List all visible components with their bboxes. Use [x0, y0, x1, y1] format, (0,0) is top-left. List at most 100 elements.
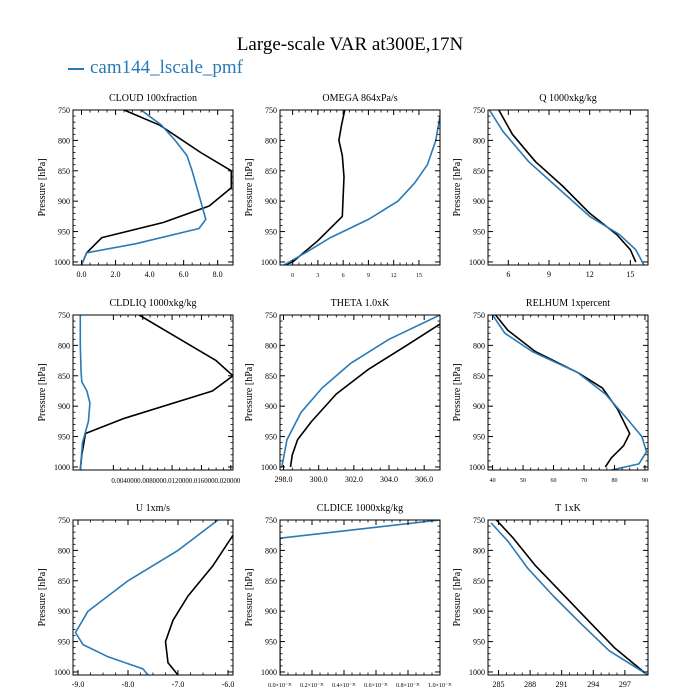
y-tick-label: 800: [265, 136, 277, 145]
panel-title: CLOUD 100xfraction: [109, 93, 197, 104]
series-line: [488, 110, 645, 265]
y-tick-label: 1000: [261, 668, 277, 677]
x-tick-label: 291: [556, 680, 568, 689]
chart-panel: CLDLIQ 1000xkg/kg Pressure [hPa] 750 800 850…: [37, 298, 241, 485]
chart-panel: CLDICE 1000xkg/kg Pressure [hPa] 750 800 850…: [244, 503, 452, 689]
y-tick-label: 800: [265, 546, 277, 555]
chart-panel: Q 1000xkg/kg Pressure [hPa] 750 800 850 900 95…: [452, 93, 649, 279]
x-tick-label: 285: [493, 680, 505, 689]
x-tick-label: 0: [291, 273, 294, 279]
y-tick-label: 750: [473, 311, 485, 320]
x-tick-label: 298.0: [275, 475, 293, 484]
x-tick-label: 0.6×10⁻³¹: [364, 683, 388, 689]
chart-panel: T 1xK Pressure [hPa] 750 800 850 900 950 1000 28…: [452, 503, 649, 689]
y-tick-label: 950: [58, 433, 70, 442]
y-tick-label: 900: [265, 607, 277, 616]
x-tick-label: -8.0: [122, 680, 135, 689]
x-tick-label: 12: [391, 273, 397, 279]
panel-title: THETA 1.0xK: [331, 298, 390, 309]
series-line: [283, 115, 440, 265]
y-tick-label: 750: [473, 516, 485, 525]
y-tick-label: 1000: [54, 258, 70, 267]
x-tick-label: 0.8×10⁻³¹: [396, 683, 420, 689]
plot-frame: [487, 109, 649, 266]
y-tick-label: 850: [473, 577, 485, 586]
y-tick-label: 850: [58, 372, 70, 381]
plot-frame: [72, 109, 234, 266]
plot-frame: [487, 314, 649, 471]
y-tick-label: 800: [58, 341, 70, 350]
series-line: [280, 520, 440, 675]
plot-frame: [279, 109, 441, 266]
chart-panel: U 1xm/s Pressure [hPa] 750 800 850 900 950 1000…: [37, 503, 234, 689]
x-tick-label: 0.0×10⁻³¹: [268, 683, 292, 689]
x-tick-label: 1.0×10⁻³¹: [428, 683, 452, 689]
x-tick-label: 2.0: [111, 270, 121, 279]
y-tick-label: 800: [265, 341, 277, 350]
x-tick-label: -6.0: [222, 680, 235, 689]
y-tick-label: 950: [473, 433, 485, 442]
x-tick-label: 8.0: [213, 270, 223, 279]
series-line: [494, 315, 631, 468]
y-tick-label: 800: [58, 136, 70, 145]
panel-title: CLDLIQ 1000xkg/kg: [110, 298, 197, 309]
plot-frame: [487, 519, 649, 676]
y-tick-label: 850: [58, 167, 70, 176]
y-tick-label: 850: [265, 577, 277, 586]
x-tick-label: 80: [611, 478, 617, 484]
y-tick-label: 900: [473, 197, 485, 206]
y-tick-label: 900: [473, 607, 485, 616]
chart-panel: RELHUM 1xpercent Pressure [hPa] 750 800 850 9…: [452, 298, 649, 484]
series-line: [74, 520, 219, 675]
x-tick-label: 4.0: [145, 270, 155, 279]
panel-title: T 1xK: [555, 503, 581, 514]
series-line: [495, 520, 645, 673]
plot-frame: [72, 314, 234, 471]
y-tick-label: 950: [265, 228, 277, 237]
x-tick-label: 297: [619, 680, 631, 689]
panel-title: RELHUM 1xpercent: [526, 298, 610, 309]
x-tick-label: 9: [547, 270, 551, 279]
y-tick-label: 900: [58, 607, 70, 616]
x-tick-label: 6: [506, 270, 510, 279]
y-tick-label: 800: [58, 546, 70, 555]
y-tick-label: 950: [265, 433, 277, 442]
x-tick-label: 3: [316, 273, 319, 279]
x-tick-label: 288: [524, 680, 536, 689]
x-tick-label: 0.0: [77, 270, 87, 279]
x-tick-label: 6.0: [179, 270, 189, 279]
y-tick-label: 800: [473, 546, 485, 555]
x-tick-label: 294: [587, 680, 599, 689]
legend-line-icon: [68, 67, 84, 70]
series-line: [164, 534, 233, 675]
x-tick-label: 306.0: [415, 475, 433, 484]
y-tick-label: 850: [265, 372, 277, 381]
legend-label: cam144_lscale_pmf: [90, 57, 244, 78]
y-tick-label: 950: [58, 638, 70, 647]
x-tick-label: 9: [367, 273, 370, 279]
y-axis-label: Pressure [hPa]: [452, 568, 463, 626]
y-tick-label: 950: [473, 638, 485, 647]
y-tick-label: 850: [58, 577, 70, 586]
y-tick-label: 750: [265, 516, 277, 525]
panel-title: U 1xm/s: [136, 503, 170, 514]
series-line: [281, 315, 440, 468]
y-tick-label: 1000: [261, 258, 277, 267]
y-tick-label: 850: [265, 167, 277, 176]
y-tick-label: 1000: [469, 258, 485, 267]
y-tick-label: 1000: [469, 668, 485, 677]
y-axis-label: Pressure [hPa]: [37, 158, 48, 216]
x-tick-label: 60: [551, 478, 557, 484]
x-tick-label: 70: [581, 478, 587, 484]
y-axis-label: Pressure [hPa]: [244, 363, 255, 421]
y-tick-label: 950: [473, 228, 485, 237]
legend-entry: cam144_lscale_pmf: [68, 57, 243, 79]
series-line: [80, 110, 207, 265]
x-tick-label: -7.0: [172, 680, 185, 689]
y-tick-label: 750: [58, 106, 70, 115]
y-tick-label: 1000: [469, 463, 485, 472]
series-line: [491, 315, 648, 470]
y-tick-label: 950: [265, 638, 277, 647]
y-tick-label: 900: [265, 197, 277, 206]
